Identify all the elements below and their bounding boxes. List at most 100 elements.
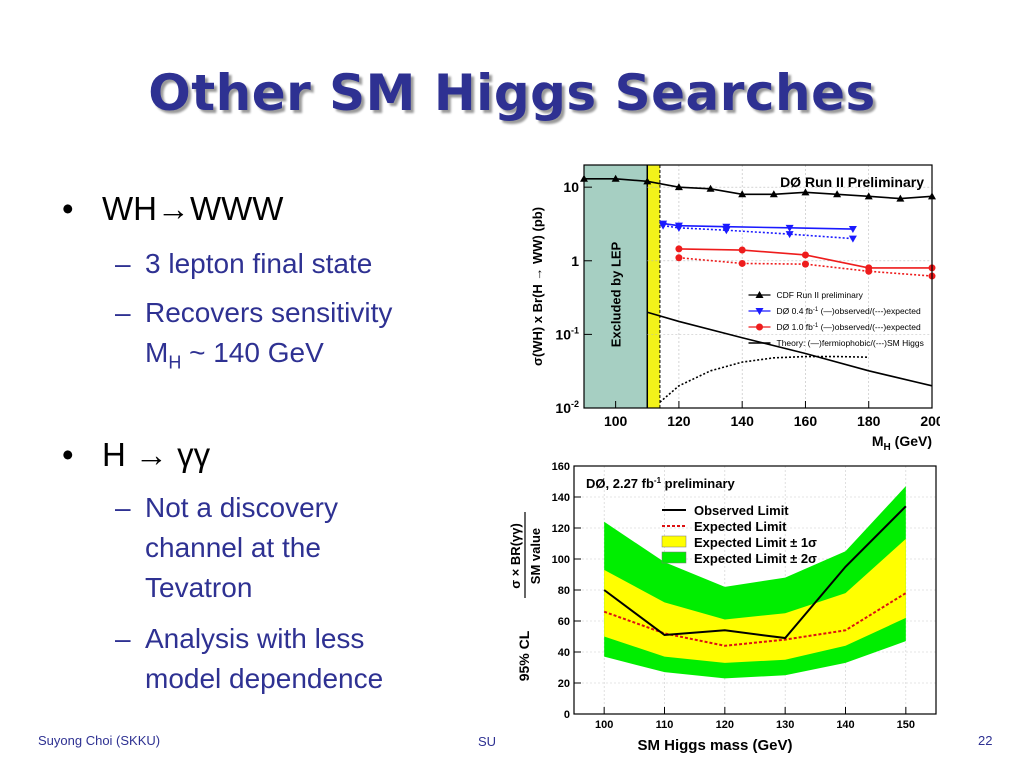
y-tick-label: 10-1 bbox=[555, 325, 579, 342]
chart-title: DØ, 2.27 fb-1 preliminary bbox=[586, 476, 736, 491]
y-axis-title-numerator: σ × BR(γγ) bbox=[508, 523, 523, 589]
dash: – bbox=[115, 248, 131, 279]
y-tick-label: 80 bbox=[558, 585, 570, 597]
footer-page-number: 22 bbox=[978, 733, 993, 748]
legend-entry: Observed Limit bbox=[694, 503, 789, 518]
x-tick-label: 160 bbox=[794, 413, 818, 429]
x-tick-label: 200 bbox=[920, 413, 940, 429]
series-0-point bbox=[611, 174, 620, 182]
series-1-point bbox=[848, 226, 857, 234]
bullet-2-text: H → γγ bbox=[102, 436, 211, 473]
legend-entry: Expected Limit ± 2σ bbox=[694, 551, 817, 566]
x-tick-label: 110 bbox=[656, 719, 674, 731]
x-tick-label: 140 bbox=[836, 719, 854, 731]
series-0-point bbox=[706, 184, 715, 192]
series-1-point bbox=[785, 224, 794, 232]
y-tick-label: 140 bbox=[552, 492, 570, 504]
legend-entry: CDF Run II preliminary bbox=[777, 290, 864, 300]
series-4-point bbox=[738, 259, 746, 267]
x-axis-title: MH (GeV) bbox=[872, 433, 932, 450]
series-2-point bbox=[674, 224, 683, 232]
x-tick-label: 100 bbox=[595, 719, 613, 731]
dash: – bbox=[115, 492, 131, 523]
series-0-point bbox=[769, 190, 778, 198]
bullet-dot: • bbox=[62, 436, 74, 473]
plot-frame bbox=[583, 164, 933, 409]
series-2-point bbox=[848, 235, 857, 243]
legend-entry: DØ 1.0 fb-1 (—)observed/(---)expected bbox=[777, 322, 922, 332]
series-3-point bbox=[675, 245, 683, 253]
y-axis-title-prefix: 95% CL bbox=[516, 630, 532, 681]
mass-subscript: H bbox=[168, 352, 182, 373]
legend-entry: Expected Limit ± 1σ bbox=[694, 535, 817, 550]
series-4-point bbox=[865, 267, 873, 275]
chart-title: DØ Run II Preliminary bbox=[780, 174, 924, 190]
x-axis-title: SM Higgs mass (GeV) bbox=[637, 737, 792, 754]
y-tick-label: 1 bbox=[571, 253, 579, 269]
x-tick-label: 100 bbox=[604, 413, 628, 429]
series-3-point bbox=[801, 251, 809, 259]
x-tick-label: 140 bbox=[731, 413, 755, 429]
wh-www-limit-chart: Excluded by LEP 100 120 140 160 180 200 10 1 10-1… bbox=[530, 164, 940, 450]
dash: – bbox=[115, 623, 131, 654]
sub-bullet-1-text: 3 lepton final state bbox=[145, 248, 373, 279]
series-0-point bbox=[864, 192, 873, 200]
legend-swatch bbox=[661, 551, 687, 564]
excluded-region bbox=[584, 165, 648, 408]
dash: – bbox=[115, 297, 131, 328]
series-4-point bbox=[675, 254, 683, 262]
series-line-0 bbox=[584, 177, 933, 200]
h-gammagamma-limit-chart: 100 110 120 130 140 150 0 20 40 60 80 100 120 140 160 S… bbox=[508, 461, 937, 754]
series-3-point bbox=[738, 246, 746, 254]
observed-limit-line bbox=[603, 505, 907, 640]
series-4-point bbox=[801, 260, 809, 268]
series-line-6 bbox=[659, 355, 869, 403]
sub-bullet-3-line-2: channel at the bbox=[145, 532, 321, 563]
legend-entry: Theory: (—)fermiophobic/(---)SM Higgs bbox=[777, 338, 924, 348]
footer-center: SU bbox=[478, 734, 497, 749]
y-tick-label: 20 bbox=[558, 678, 570, 690]
slide-title: Other SM Higgs Searches bbox=[148, 64, 876, 122]
series-2-point bbox=[722, 227, 731, 235]
bullet-1-text: WH→WWW bbox=[102, 190, 284, 227]
y-tick-label: 100 bbox=[552, 554, 570, 566]
sub-bullet-2-line-2: MH ~ 140 GeV bbox=[145, 333, 324, 383]
sub-bullet-2-line-1: Recovers sensitivity bbox=[145, 297, 393, 328]
footer-author: Suyong Choi (SKKU) bbox=[38, 733, 161, 748]
mass-symbol: M bbox=[145, 337, 169, 368]
legend-marker bbox=[755, 308, 764, 315]
series-2-point bbox=[659, 222, 668, 230]
y-axis-title-denominator: SM value bbox=[528, 528, 543, 584]
series-2-point bbox=[785, 231, 794, 239]
y-tick-label: 10-2 bbox=[555, 399, 579, 416]
series-line-2 bbox=[662, 224, 853, 240]
y-axis-title: σ(WH) x Br(H → WW) (pb) bbox=[530, 207, 545, 366]
expected-limit-line bbox=[603, 592, 907, 647]
x-tick-label: 130 bbox=[776, 719, 794, 731]
sub-bullet-4-line-1: Analysis with less bbox=[145, 623, 365, 654]
excluded-band bbox=[647, 165, 660, 408]
excluded-region-label: Excluded by LEP bbox=[609, 241, 624, 347]
legend-swatch bbox=[661, 535, 687, 548]
y-tick-label: 120 bbox=[552, 523, 570, 535]
x-tick-label: 180 bbox=[857, 413, 881, 429]
y-tick-label: 0 bbox=[564, 709, 570, 721]
series-line-5 bbox=[647, 311, 933, 387]
sub-bullet-4-line-2: model dependence bbox=[145, 663, 384, 694]
sub-bullet-3-line-1: Not a discovery bbox=[145, 492, 338, 523]
y-tick-label: 60 bbox=[558, 616, 570, 628]
series-0-point bbox=[801, 188, 810, 196]
y-tick-label: 10 bbox=[563, 179, 579, 195]
legend-entry: DØ 0.4 fb-1 (—)observed/(---)expected bbox=[777, 306, 922, 316]
legend-marker bbox=[756, 323, 764, 331]
series-0-point bbox=[643, 177, 652, 185]
x-tick-label: 150 bbox=[897, 719, 915, 731]
series-0-point bbox=[738, 190, 747, 198]
legend-entry: Expected Limit bbox=[694, 519, 787, 534]
y-tick-label: 40 bbox=[558, 647, 570, 659]
legend-marker bbox=[755, 291, 764, 298]
x-tick-label: 120 bbox=[716, 719, 734, 731]
bullet-dot: • bbox=[62, 190, 74, 227]
mass-value: ~ 140 GeV bbox=[181, 337, 324, 368]
series-0-point bbox=[896, 194, 905, 202]
